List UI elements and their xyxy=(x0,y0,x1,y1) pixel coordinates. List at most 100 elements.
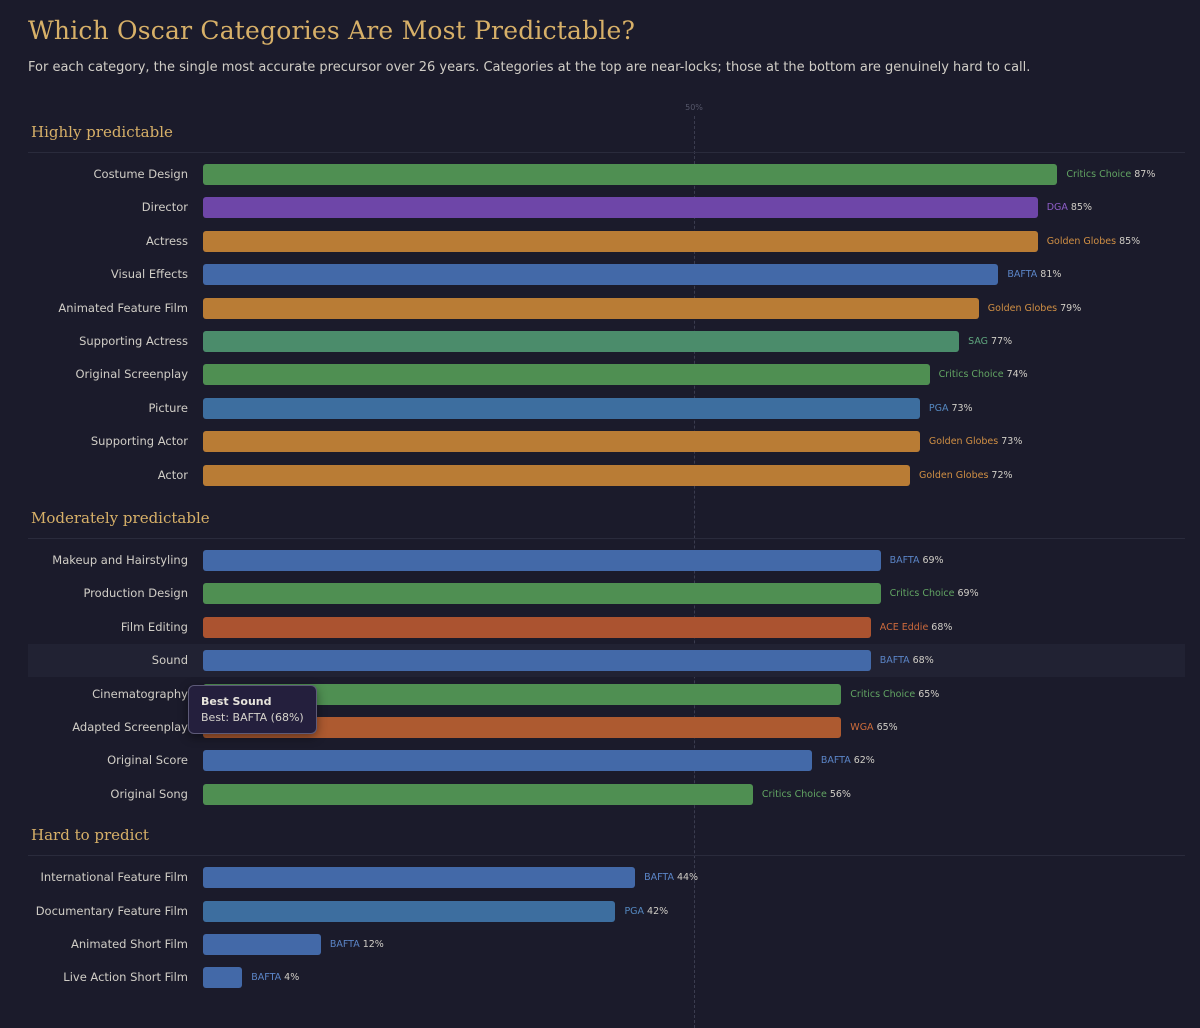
precursor-label: Golden Globes xyxy=(928,436,999,448)
category-label: Original Screenplay xyxy=(75,367,188,382)
value-label: BAFTA 81% xyxy=(1007,258,1061,291)
chart-row[interactable]: Makeup and Hairstyling BAFTA 69% xyxy=(28,544,1185,577)
chart-row[interactable]: Original Song Critics Choice 56% xyxy=(28,778,1185,811)
category-label: Director xyxy=(141,200,188,215)
percent-label: 62% xyxy=(853,755,875,767)
chart-row[interactable]: Production Design Critics Choice 69% xyxy=(28,577,1185,610)
value-label: WGA 65% xyxy=(850,711,897,744)
chart-row[interactable]: Costume Design Critics Choice 87% xyxy=(28,158,1185,191)
chart-row[interactable]: International Feature Film BAFTA 44% xyxy=(28,861,1185,894)
value-label: PGA 73% xyxy=(929,392,973,425)
percent-label: 68% xyxy=(912,655,934,667)
group-divider xyxy=(28,538,1185,539)
value-label: BAFTA 69% xyxy=(890,544,944,577)
chart-row[interactable]: Animated Feature Film Golden Globes 79% xyxy=(28,292,1185,325)
hover-tooltip: Best Sound Best: BAFTA (68%) xyxy=(188,685,317,734)
percent-label: 42% xyxy=(647,905,669,917)
precursor-label: WGA xyxy=(850,722,874,733)
bar[interactable] xyxy=(203,717,842,738)
category-label: Original Song xyxy=(110,786,188,801)
percent-label: 69% xyxy=(922,555,944,566)
bar[interactable] xyxy=(203,934,321,955)
percent-label: 4% xyxy=(284,972,300,984)
value-label: Golden Globes 72% xyxy=(919,459,1013,492)
percent-label: 73% xyxy=(951,402,973,414)
value-label: Critics Choice 69% xyxy=(890,577,979,610)
precursor-label: PGA xyxy=(928,402,949,414)
value-label: Golden Globes 73% xyxy=(929,425,1023,458)
bar[interactable] xyxy=(203,264,999,286)
chart-row[interactable]: Cinematography Critics Choice 65% xyxy=(28,678,1185,711)
category-label: International Feature Film xyxy=(40,870,188,885)
category-label: Picture xyxy=(148,400,188,415)
category-label: Documentary Feature Film xyxy=(35,903,188,918)
chart-row[interactable]: Sound BAFTA 68% xyxy=(28,644,1185,678)
group-header: Moderately predictable xyxy=(31,509,210,527)
bar[interactable] xyxy=(203,650,871,672)
precursor-label: Critics Choice xyxy=(850,688,916,700)
percent-label: 77% xyxy=(991,336,1013,347)
chart-row[interactable]: Original Screenplay Critics Choice 74% xyxy=(28,358,1185,391)
bar[interactable] xyxy=(203,331,960,352)
chart-row[interactable]: Visual Effects BAFTA 81% xyxy=(28,258,1185,291)
percent-label: 74% xyxy=(1006,369,1028,381)
percent-label: 69% xyxy=(957,588,979,600)
precursor-label: BAFTA xyxy=(644,872,674,884)
bar[interactable] xyxy=(203,867,636,889)
value-label: SAG 77% xyxy=(968,325,1012,358)
category-label: Animated Feature Film xyxy=(58,300,188,315)
bar[interactable] xyxy=(203,583,881,605)
category-label: Original Score xyxy=(107,753,188,768)
bar[interactable] xyxy=(203,364,930,386)
category-label: Sound xyxy=(151,653,188,668)
bar[interactable] xyxy=(203,197,1038,219)
bar[interactable] xyxy=(203,230,1038,252)
precursor-label: Golden Globes xyxy=(1046,235,1117,247)
bar[interactable] xyxy=(203,397,920,419)
value-label: Critics Choice 74% xyxy=(939,358,1028,391)
bar[interactable] xyxy=(203,464,911,486)
percent-label: 56% xyxy=(829,788,851,800)
bar[interactable] xyxy=(203,431,920,453)
bar[interactable] xyxy=(203,297,979,319)
chart-row[interactable]: Supporting Actress SAG 77% xyxy=(28,325,1185,358)
chart-row[interactable]: Film Editing ACE Eddie 68% xyxy=(28,611,1185,644)
page-title: Which Oscar Categories Are Most Predicta… xyxy=(28,16,636,45)
value-label: Golden Globes 85% xyxy=(1047,225,1141,258)
chart-row[interactable]: Documentary Feature Film PGA 42% xyxy=(28,895,1185,928)
value-label: PGA 42% xyxy=(624,895,668,928)
chart-row[interactable]: Picture PGA 73% xyxy=(28,392,1185,425)
chart-row[interactable]: Live Action Short Film BAFTA 4% xyxy=(28,961,1185,994)
value-label: BAFTA 4% xyxy=(251,961,299,994)
category-label: Adapted Screenplay xyxy=(72,720,188,734)
chart-row[interactable]: Actor Golden Globes 72% xyxy=(28,459,1185,492)
category-label: Production Design xyxy=(83,586,188,601)
chart-row[interactable]: Director DGA 85% xyxy=(28,191,1185,224)
value-label: BAFTA 68% xyxy=(880,644,934,677)
value-label: DGA 85% xyxy=(1047,191,1092,224)
group-divider xyxy=(28,152,1185,153)
bar[interactable] xyxy=(203,550,881,571)
bar[interactable] xyxy=(203,164,1058,185)
bar[interactable] xyxy=(203,783,753,805)
chart-row[interactable]: Original Score BAFTA 62% xyxy=(28,744,1185,777)
tooltip-body: Best: BAFTA (68%) xyxy=(201,711,304,724)
bar[interactable] xyxy=(203,900,616,922)
precursor-label: BAFTA xyxy=(1007,269,1038,281)
category-label: Cinematography xyxy=(92,686,188,701)
bar[interactable] xyxy=(203,683,842,705)
bar[interactable] xyxy=(203,616,871,638)
category-label: Costume Design xyxy=(93,167,189,181)
precursor-label: Golden Globes xyxy=(919,469,989,481)
percent-label: 85% xyxy=(1070,202,1092,214)
bar[interactable] xyxy=(203,750,812,772)
category-label: Actor xyxy=(157,467,188,482)
percent-label: 12% xyxy=(362,939,384,950)
percent-label: 44% xyxy=(676,872,699,884)
bar[interactable] xyxy=(203,967,243,989)
chart-row[interactable]: Adapted Screenplay WGA 65% xyxy=(28,711,1185,744)
chart-row[interactable]: Animated Short Film BAFTA 12% xyxy=(28,928,1185,961)
chart-row[interactable]: Actress Golden Globes 85% xyxy=(28,225,1185,258)
value-label: BAFTA 62% xyxy=(821,744,875,777)
chart-row[interactable]: Supporting Actor Golden Globes 73% xyxy=(28,425,1185,458)
